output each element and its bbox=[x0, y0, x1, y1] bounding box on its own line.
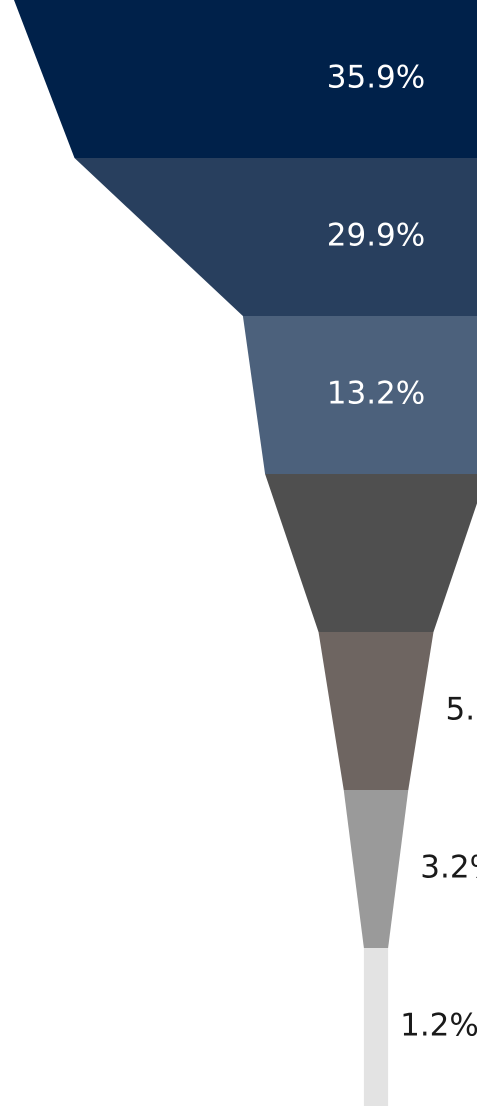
funnel-stage-label-3: 13.2% bbox=[327, 376, 425, 412]
funnel-stage-3 bbox=[242, 316, 477, 474]
funnel-stage-4 bbox=[265, 474, 477, 632]
funnel-stage-label-5: 5.7% bbox=[445, 692, 477, 728]
funnel-stage-label-2: 29.9% bbox=[327, 218, 425, 254]
funnel-stage-5 bbox=[318, 632, 434, 790]
funnel-stage-2 bbox=[74, 158, 477, 316]
funnel-stage-6 bbox=[343, 790, 409, 948]
funnel-stage-7 bbox=[363, 948, 389, 1106]
funnel-stage-label-1: 35.9% bbox=[327, 60, 425, 96]
funnel-stage-label-7: 1.2% bbox=[400, 1008, 477, 1044]
funnel-stage-label-6: 3.2% bbox=[420, 850, 477, 886]
funnel-stage-1 bbox=[14, 0, 477, 158]
